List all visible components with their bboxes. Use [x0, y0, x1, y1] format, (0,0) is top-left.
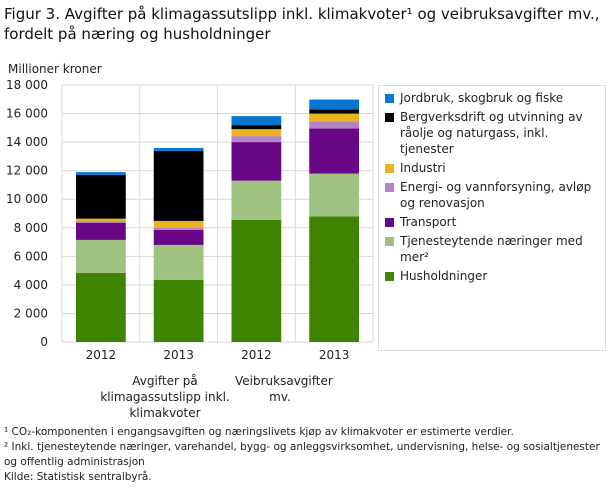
- bar-segment: [76, 218, 126, 222]
- bar-segment: [76, 239, 126, 273]
- y-tick-label: 8 000: [14, 221, 48, 235]
- group-label-2: Veibruksavgifter mv.: [235, 374, 333, 404]
- bar-segment: [153, 244, 204, 280]
- legend-item: Transport: [383, 214, 601, 230]
- y-tick-label: 4 000: [14, 278, 48, 292]
- bar-segment: [231, 129, 282, 137]
- footnotes: ¹ CO₂-komponenten i engangsavgiften og n…: [4, 425, 604, 485]
- legend-label: Tjenesteytende næringer med mer²: [400, 234, 583, 264]
- bar-segment: [76, 222, 126, 240]
- bar-segment: [309, 128, 359, 174]
- x-tick-label: 2013: [163, 348, 194, 362]
- legend-item: Jordbruk, skogbruk og fiske: [383, 90, 601, 106]
- bar-segment: [231, 142, 282, 181]
- legend-item: Bergverksdrift og utvinning av råolje og…: [383, 109, 601, 157]
- legend-label: Industri: [400, 161, 446, 175]
- bar-segment: [153, 147, 204, 151]
- bar-segment: [231, 180, 282, 220]
- legend-label: Bergverksdrift og utvinning av råolje og…: [400, 110, 583, 156]
- bar-segment: [309, 121, 359, 129]
- legend-item: Industri: [383, 160, 601, 176]
- y-tick-label: 16 000: [6, 107, 48, 121]
- bar-segment: [153, 229, 204, 245]
- bar-segment: [153, 150, 204, 221]
- legend-swatch: [385, 272, 394, 281]
- legend-label: Husholdninger: [400, 269, 488, 283]
- bar-segment: [76, 174, 126, 219]
- legend-swatch: [385, 113, 394, 122]
- legend-label: Jordbruk, skogbruk og fiske: [400, 91, 564, 105]
- y-tick-label: 10 000: [6, 192, 48, 206]
- legend-item: Husholdninger: [383, 268, 601, 284]
- legend-swatch: [385, 237, 394, 246]
- bar-segment: [153, 279, 204, 342]
- legend-swatch: [385, 164, 394, 173]
- legend: Jordbruk, skogbruk og fiske Bergverksdrif…: [378, 85, 606, 351]
- bar-segment: [309, 99, 359, 110]
- x-tick-label: 2013: [319, 348, 350, 362]
- bar-segment: [309, 173, 359, 217]
- group-label-1: Avgifter på klimagassutslipp inkl. klima…: [100, 374, 230, 420]
- legend-item: Energi- og vannforsyning, avløp og renov…: [383, 179, 601, 211]
- bar-segment: [76, 172, 126, 175]
- bar-segment: [153, 227, 204, 230]
- y-tick-label: 6 000: [14, 249, 48, 263]
- y-axis-label: Millioner kroner: [8, 62, 102, 76]
- footnote-1: ¹ CO₂-komponenten i engangsavgiften og n…: [4, 426, 514, 438]
- bar-segment: [231, 116, 282, 126]
- legend-label: Transport: [400, 215, 457, 229]
- bar-segment: [309, 109, 359, 114]
- bar-segment: [309, 113, 359, 122]
- legend-item: Tjenesteytende næringer med mer²: [383, 233, 601, 265]
- bar-segment: [76, 221, 126, 223]
- footnote-2: ² Inkl. tjenesteytende næringer, varehan…: [4, 441, 600, 468]
- bar-segment: [231, 136, 282, 143]
- x-tick-label: 2012: [241, 348, 272, 362]
- y-tick-label: 12 000: [6, 164, 48, 178]
- y-tick-label: 2 000: [14, 306, 48, 320]
- legend-label: Energi- og vannforsyning, avløp og renov…: [400, 180, 592, 210]
- bar-segment: [231, 219, 282, 342]
- y-tick-label: 0: [40, 335, 48, 349]
- x-tick-label: 2012: [86, 348, 117, 362]
- bar-segment: [231, 125, 282, 130]
- bar-segment: [153, 220, 204, 228]
- y-tick-label: 14 000: [6, 135, 48, 149]
- chart-title: Figur 3. Avgifter på klimagassutslipp in…: [4, 5, 600, 43]
- bar-segment: [76, 272, 126, 342]
- bar-segment: [309, 216, 359, 342]
- legend-swatch: [385, 94, 394, 103]
- source: Kilde: Statistisk sentralbyrå.: [4, 471, 152, 483]
- legend-swatch: [385, 218, 394, 227]
- y-tick-label: 18 000: [6, 78, 48, 92]
- legend-swatch: [385, 183, 394, 192]
